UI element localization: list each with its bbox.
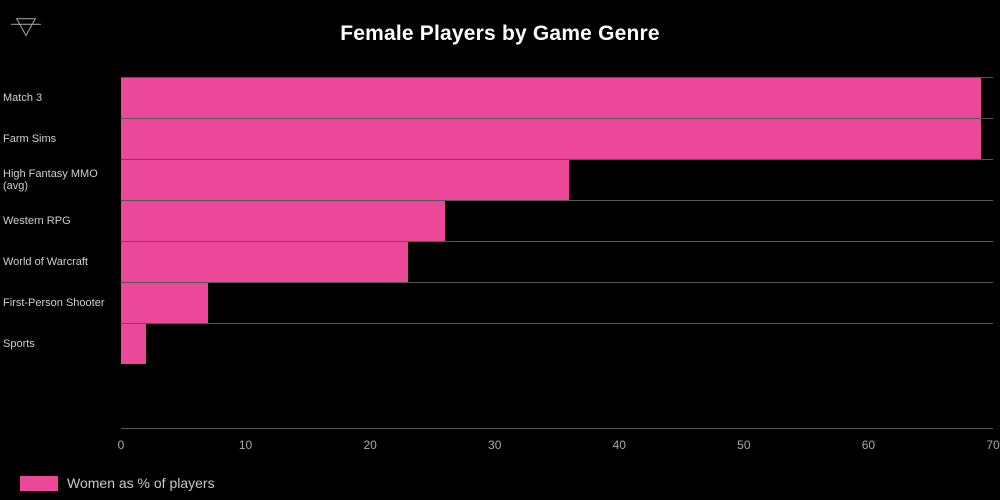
category-label: High Fantasy MMO (avg) (3, 167, 98, 192)
bar-3[interactable] (121, 201, 445, 241)
bar-row: Match 3 (0, 77, 993, 118)
category-label: Match 3 (3, 91, 43, 104)
bar-cell (121, 77, 993, 118)
bar-cell (121, 200, 993, 241)
bar-6[interactable] (121, 324, 146, 364)
bar-cell (121, 118, 993, 159)
bar-chart-plot: Match 3 Farm Sims High Fantasy MMO (avg) We… (0, 77, 993, 429)
bar-cell (121, 282, 993, 323)
bar-row: Western RPG (0, 200, 993, 241)
x-tick-label: 70 (986, 438, 1000, 452)
bar-row: High Fantasy MMO (avg) (0, 159, 993, 200)
bar-5[interactable] (121, 283, 209, 323)
x-axis: 0 10 20 30 40 50 60 70 (117, 438, 1000, 456)
category-label: Western RPG (3, 214, 71, 227)
bar-cell (121, 241, 993, 282)
legend-item[interactable]: Women as % of players (20, 475, 215, 491)
category-label: Sports (3, 337, 35, 350)
x-tick-label: 10 (238, 438, 253, 452)
bar-row: Sports (0, 323, 993, 364)
chart-title: Female Players by Game Genre (340, 22, 660, 45)
x-tick-label: 20 (363, 438, 377, 452)
bar-1[interactable] (121, 119, 981, 159)
category-label: World of Warcraft (3, 255, 88, 268)
bar-rows: Match 3 Farm Sims High Fantasy MMO (avg) We… (0, 77, 993, 364)
legend-swatch (20, 475, 58, 491)
bar-4[interactable] (121, 242, 408, 282)
bar-0[interactable] (121, 78, 981, 118)
category-label: First-Person Shooter (3, 296, 105, 309)
x-tick-label: 60 (861, 438, 876, 452)
category-label: Farm Sims (3, 132, 57, 145)
bar-cell (121, 323, 993, 364)
x-tick-label: 0 (117, 438, 125, 452)
x-tick-label: 50 (737, 438, 751, 452)
drill-filter-icon[interactable] (10, 14, 42, 42)
bar-cell (121, 159, 993, 200)
legend-label: Women as % of players (67, 475, 215, 491)
bar-row: First-Person Shooter (0, 282, 993, 323)
bar-row: World of Warcraft (0, 241, 993, 282)
bar-row: Farm Sims (0, 118, 993, 159)
x-tick-label: 30 (488, 438, 502, 452)
bar-2[interactable] (121, 160, 570, 200)
x-tick-label: 40 (612, 438, 626, 452)
axis-baseline (121, 428, 993, 429)
